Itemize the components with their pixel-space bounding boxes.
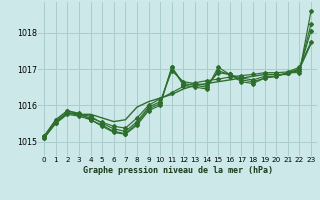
X-axis label: Graphe pression niveau de la mer (hPa): Graphe pression niveau de la mer (hPa) <box>83 166 273 175</box>
